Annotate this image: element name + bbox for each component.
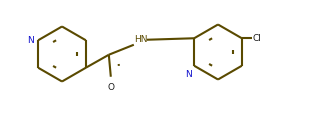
Text: Cl: Cl [252,34,261,43]
Text: N: N [186,69,192,78]
Text: HN: HN [134,35,148,44]
Text: O: O [107,82,114,91]
Text: N: N [27,35,34,44]
